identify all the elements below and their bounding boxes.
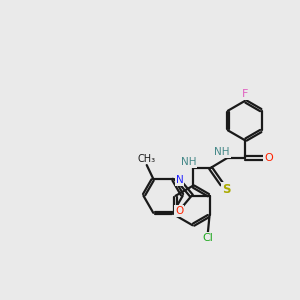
Text: NH: NH [214,147,230,157]
Text: NH: NH [181,157,197,167]
Text: O: O [264,153,273,163]
Text: S: S [222,183,230,196]
Text: O: O [175,206,184,216]
Text: N: N [176,176,183,185]
Text: CH₃: CH₃ [138,154,156,164]
Text: Cl: Cl [202,233,213,243]
Text: F: F [242,89,248,99]
